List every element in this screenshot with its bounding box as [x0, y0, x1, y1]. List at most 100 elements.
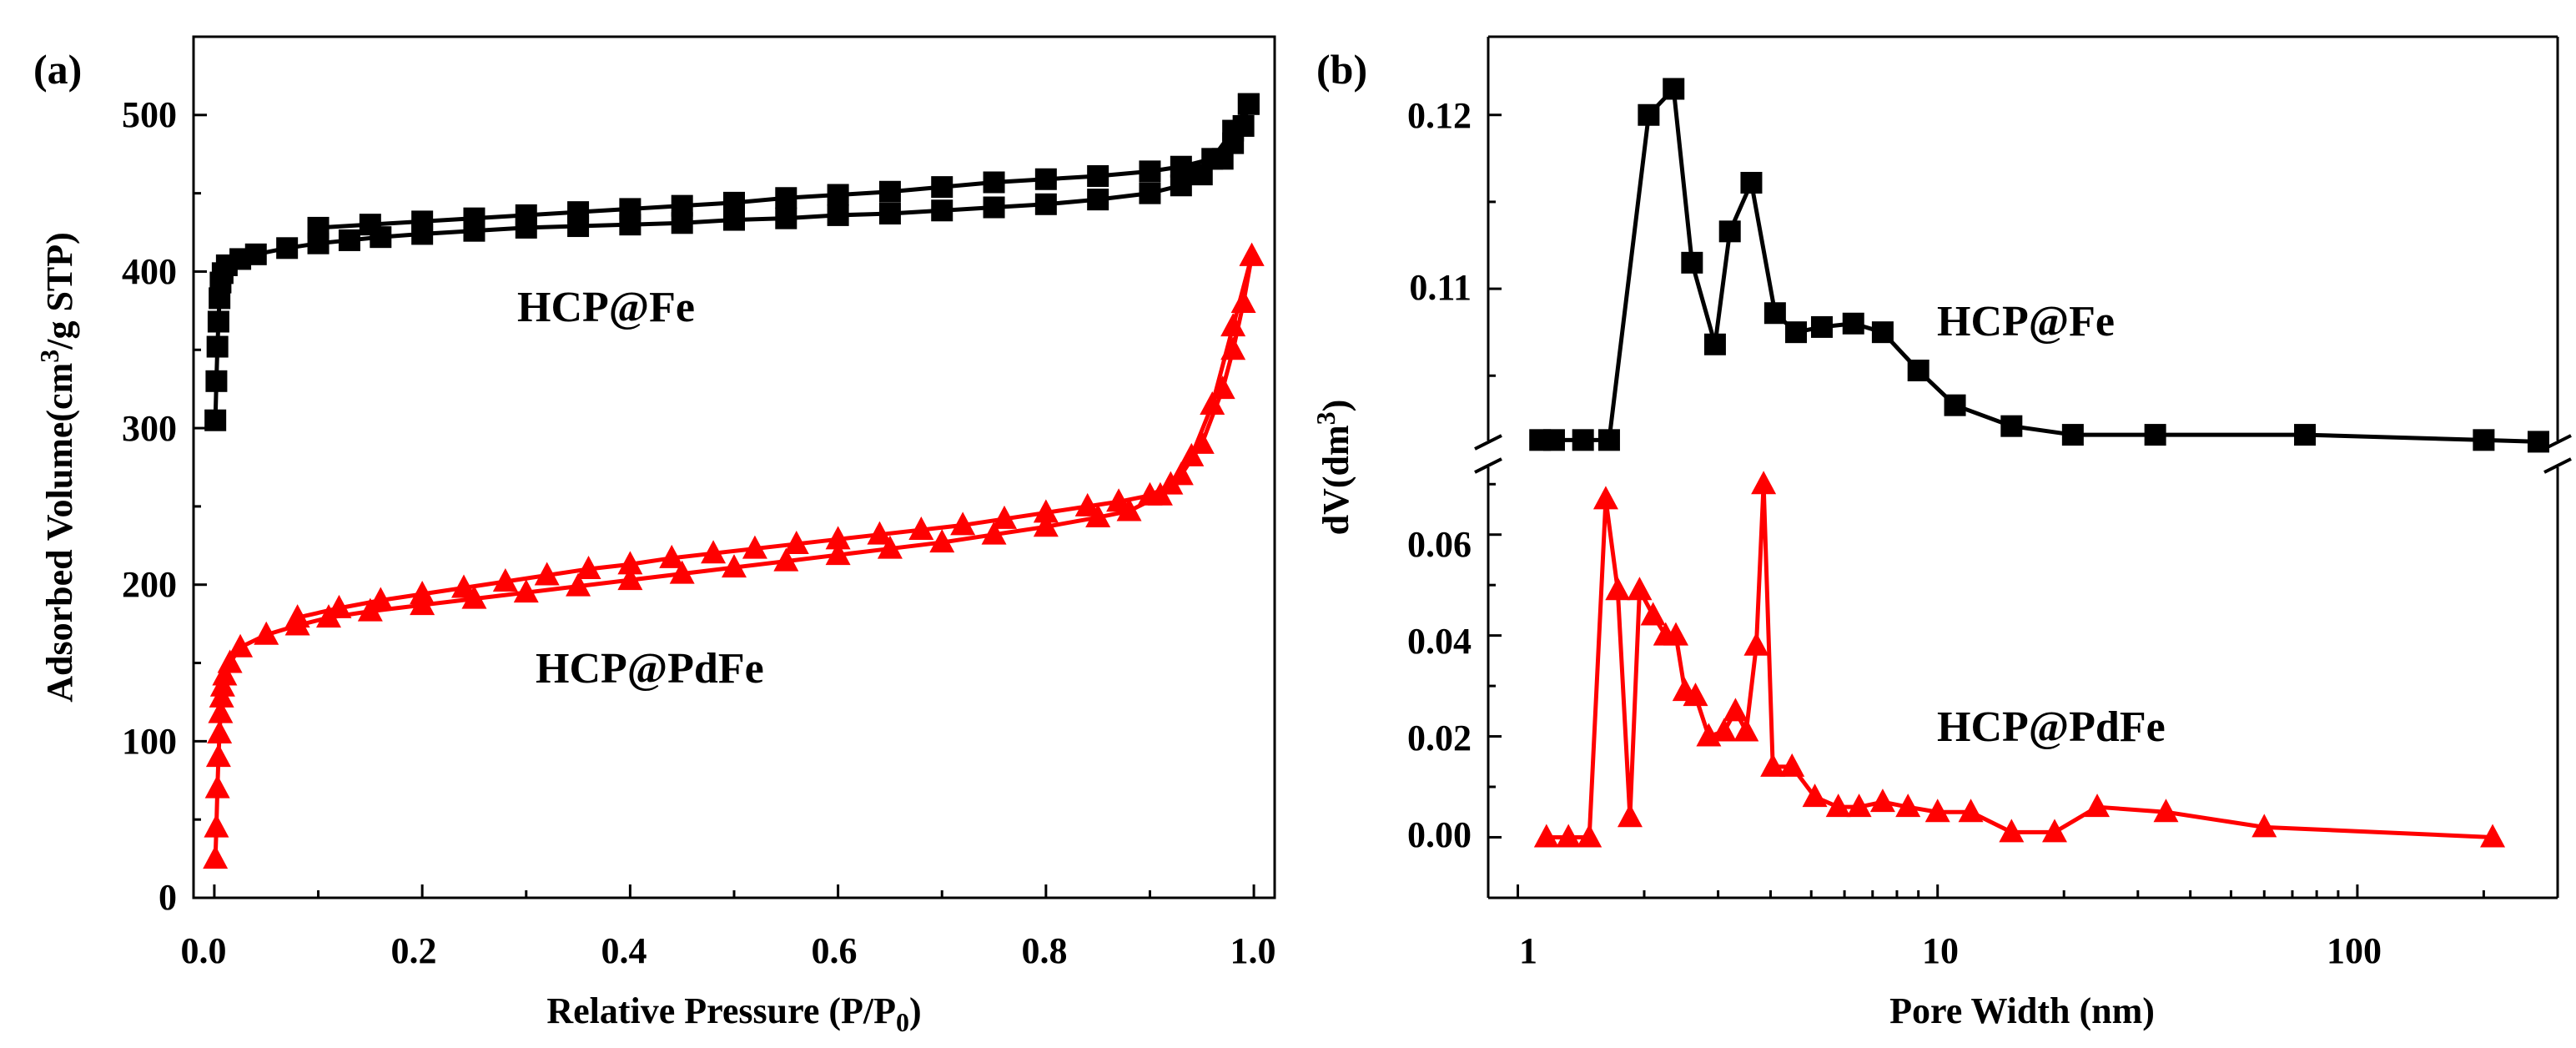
panel-b-data-point [1842, 312, 1864, 335]
panel-b-data-point [1871, 321, 1894, 344]
panel-b-data-point [1718, 220, 1741, 243]
panel-a-data-point [244, 243, 267, 265]
panel-b-data-point [1999, 819, 2025, 843]
panel-a-data-point [931, 199, 953, 222]
panel-a-data-point [513, 579, 539, 603]
panel-a-data-point [567, 201, 590, 224]
panel-a-data-point [742, 535, 767, 559]
panel-a-yaxis-title-sup: 3 [34, 350, 64, 363]
panel-a-ytick-label: 0 [158, 877, 177, 918]
panel-a-ytick-label: 500 [122, 94, 177, 135]
panel-b-data-point [2480, 824, 2506, 848]
panel-a-data-point [1220, 313, 1246, 337]
panel-b-xtick-label: 1 [1519, 930, 1537, 971]
panel-a-data-point [1220, 336, 1246, 360]
panel-b-data-point [1640, 602, 1666, 626]
panel-a-yaxis-title-main: Adsorbed Volume(cm [39, 363, 80, 703]
panel-b-data-point [1556, 824, 1582, 848]
panel-a-data-point [878, 203, 901, 225]
panel-b-xtick-label: 10 [1922, 930, 1959, 971]
axis-break-marks [1474, 434, 2572, 474]
panel-a-data-point [326, 594, 352, 618]
panel-b-data-point [2000, 415, 2023, 437]
panel-b-series [1529, 78, 2549, 848]
panel-b-series-label-pdfe: HCP@PdFe [1937, 703, 2166, 751]
panel-a-data-point [212, 662, 238, 686]
panel-a-data-point [204, 409, 227, 431]
panel-a-data-point [566, 572, 591, 597]
panel-a-series-label-pdfe: HCP@PdFe [536, 645, 764, 693]
panel-a-data-point [659, 544, 685, 568]
panel-a-data-point [1239, 242, 1265, 266]
panel-a-data-point [205, 370, 228, 392]
panel-a-xtick-label: 0.0 [181, 930, 227, 971]
panel-a-data-point [1033, 513, 1059, 537]
panel-b-data-point [1542, 429, 1565, 451]
panel-a-data-point [775, 187, 797, 209]
panel-b-data-point [1846, 794, 1872, 818]
panel-b-ytick-label: 0.02 [1407, 718, 1472, 758]
panel-b-ytick-label: 0.04 [1407, 621, 1472, 662]
panel-a-data-point [359, 214, 381, 236]
panel-a-series-label-fe: HCP@Fe [517, 284, 695, 331]
panel-a-data-point [284, 604, 310, 628]
panel-a-data-point [1170, 155, 1192, 178]
panel-a-yaxis-title-rest: /g STP) [39, 232, 80, 350]
panel-a-data-point [307, 216, 330, 239]
panel-b-ytick-label: 0.12 [1407, 95, 1472, 136]
panel-a-data-point [205, 743, 231, 768]
panel-a-xtick-label: 0.2 [391, 930, 437, 971]
panel-a-data-point [619, 198, 641, 220]
panel-a-data-point [827, 204, 849, 226]
panel-a-data-point [1230, 289, 1256, 313]
panel-b-data-point [1825, 794, 1851, 818]
panel-a-data-point [451, 574, 476, 598]
panel-b-data-point [2061, 424, 2084, 446]
panel-b-yaxis-title-rest: ) [1316, 400, 1356, 412]
panel-b-xaxis-title: Pore Width (nm) [1889, 990, 2155, 1031]
panel-a-data-point [206, 335, 229, 358]
panel-b-data-point [1533, 824, 1559, 848]
panel-a-xaxis-title: Relative Pressure (P/P0) [546, 990, 921, 1037]
panel-b-data-point [1592, 486, 1618, 510]
panel-b-data-point [1785, 321, 1808, 344]
panel-a-data-point [207, 719, 233, 743]
panel-b-data-point [2473, 429, 2495, 451]
panel-b-data-point [1958, 799, 1984, 823]
panel-a-series [203, 93, 1265, 869]
panel-b-data-point [1751, 471, 1777, 495]
panel-a-data-point [254, 621, 279, 645]
panel-a-data-point [669, 560, 695, 584]
panel-a-data-point [228, 633, 254, 658]
panel-a-data-point [515, 204, 537, 226]
panel-b-data-point [1944, 394, 1966, 416]
panel-b-data-point [1907, 360, 1929, 381]
panel-b-data-point [1572, 429, 1594, 451]
panel-a-data-point [992, 505, 1017, 529]
panel-a-data-point [783, 530, 809, 554]
panel-b-data-point [1779, 753, 1805, 777]
panel-b-data-point [1802, 783, 1828, 808]
panel-a-data-point [950, 511, 976, 536]
panel-b-yaxis-title-sup: 3 [1311, 411, 1341, 425]
panel-a-data-point [276, 237, 299, 259]
panel-a-data-point [827, 184, 849, 206]
panel-b-ticks [1488, 113, 2559, 898]
panel-b-label: (b) [1316, 46, 1367, 93]
panel-a-data-point [204, 814, 229, 838]
panel-a-data-point [1087, 164, 1109, 187]
panel-a-data-point [671, 194, 693, 217]
panel-a-data-point [1033, 499, 1059, 523]
panel-a-data-point [1137, 481, 1163, 506]
panel-a-data-point [1034, 168, 1057, 190]
panel-a-data-point [368, 587, 394, 611]
panel-b-data-point [1810, 315, 1833, 338]
panel-a-xtick-label: 1.0 [1230, 930, 1276, 971]
panel-b-data-point [1617, 804, 1643, 828]
panel-a-xtick-label: 0.8 [1022, 930, 1068, 971]
panel-a-data-point [1139, 160, 1161, 183]
panel-a-data-point [1139, 182, 1161, 204]
panel-a-data-point [723, 191, 745, 214]
panel-a-data-point [534, 562, 560, 586]
panel-a-data-point [204, 774, 230, 799]
